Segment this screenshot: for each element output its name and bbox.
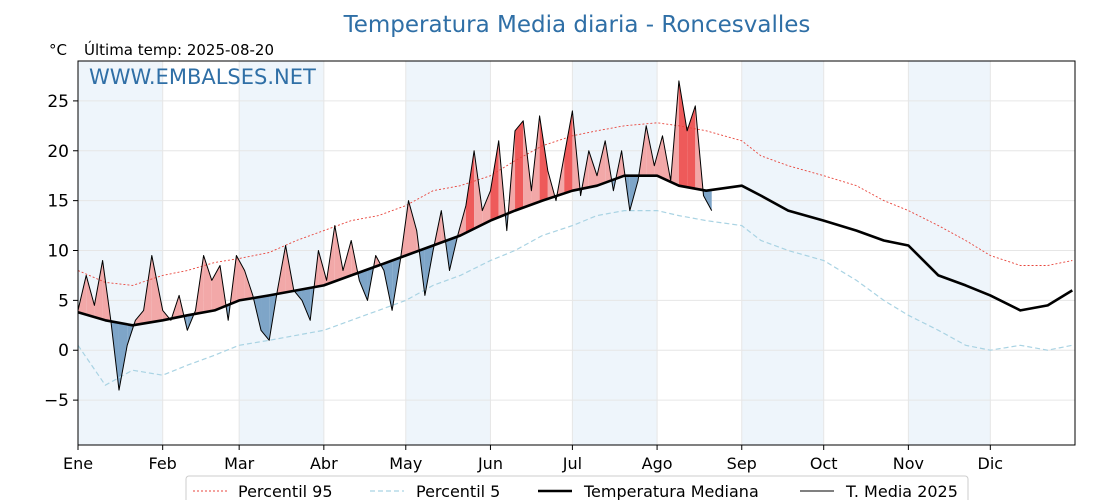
fill-above-median xyxy=(515,121,523,211)
fill-above-median xyxy=(679,81,687,187)
x-tick-label: May xyxy=(389,454,422,473)
x-tick-label: Nov xyxy=(893,454,924,473)
x-tick-label: Abr xyxy=(310,454,338,473)
month-band-ene xyxy=(78,61,163,445)
x-tick-label: Ago xyxy=(642,454,673,473)
fill-above-median xyxy=(564,111,572,194)
x-tick-label: Dic xyxy=(978,454,1004,473)
fill-above-median xyxy=(204,255,212,312)
fill-above-median xyxy=(540,116,548,202)
y-tick-label: −5 xyxy=(44,391,69,411)
month-bands xyxy=(78,61,990,445)
x-tick-label: Ene xyxy=(63,454,93,473)
x-tick-label: Oct xyxy=(810,454,838,473)
y-tick-label: 15 xyxy=(47,192,69,212)
y-axis: −5 0 5 10 15 20 25 xyxy=(44,92,78,411)
chart-title: Temperatura Media diaria - Roncesvalles xyxy=(343,12,811,38)
y-tick-label: 5 xyxy=(58,291,69,311)
y-tick-label: 20 xyxy=(47,142,69,162)
x-axis: Ene Feb Mar Abr May Jun Jul Ago Sep Oct Nov Dic xyxy=(63,445,1003,473)
legend-label-median: Temperatura Mediana xyxy=(583,482,759,500)
month-band-mar xyxy=(239,61,324,445)
x-tick-label: Mar xyxy=(224,454,255,473)
last-temp-label: Última temp: 2025-08-20 xyxy=(84,40,274,59)
legend-label-p5: Percentil 5 xyxy=(416,482,500,500)
month-band-nov xyxy=(908,61,990,445)
x-tick-label: Sep xyxy=(727,454,757,473)
y-tick-label: 25 xyxy=(47,92,69,112)
y-tick-label: 0 xyxy=(58,341,69,361)
x-tick-label: Jun xyxy=(477,454,503,473)
y-unit-label: °C xyxy=(49,41,67,59)
month-band-jul xyxy=(572,61,657,445)
legend-label-media2025: T. Media 2025 xyxy=(845,482,958,500)
month-band-sep xyxy=(742,61,824,445)
watermark: WWW.EMBALSES.NET xyxy=(89,65,316,89)
fill-below-median xyxy=(359,269,367,300)
legend: Percentil 95 Percentil 5 Temperatura Med… xyxy=(186,476,968,500)
y-tick-label: 10 xyxy=(47,242,69,262)
x-tick-label: Jul xyxy=(562,454,582,473)
legend-label-p95: Percentil 95 xyxy=(238,482,333,500)
x-tick-label: Feb xyxy=(149,454,177,473)
